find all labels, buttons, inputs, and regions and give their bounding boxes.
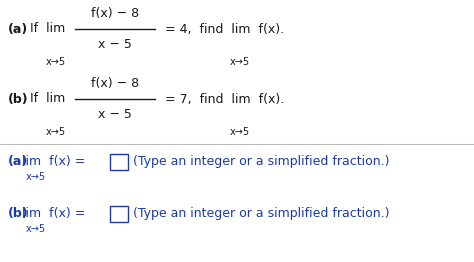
Text: If  lim: If lim: [30, 92, 65, 106]
Text: f(x) − 8: f(x) − 8: [91, 8, 139, 20]
Text: (Type an integer or a simplified fraction.): (Type an integer or a simplified fractio…: [133, 156, 390, 168]
Text: If  lim: If lim: [30, 23, 65, 35]
Text: (a): (a): [8, 23, 28, 35]
Text: = 7,  find  lim  f(x).: = 7, find lim f(x).: [165, 92, 284, 106]
Text: lim  f(x) =: lim f(x) =: [22, 156, 85, 168]
Text: = 4,  find  lim  f(x).: = 4, find lim f(x).: [165, 23, 284, 35]
Text: x − 5: x − 5: [98, 108, 132, 122]
Text: (b): (b): [8, 208, 28, 221]
Text: lim  f(x) =: lim f(x) =: [22, 208, 85, 221]
FancyBboxPatch shape: [110, 206, 128, 222]
FancyBboxPatch shape: [110, 154, 128, 170]
Text: x→5: x→5: [230, 127, 250, 137]
Text: x→5: x→5: [46, 127, 66, 137]
Text: (a): (a): [8, 156, 28, 168]
Text: (Type an integer or a simplified fraction.): (Type an integer or a simplified fractio…: [133, 208, 390, 221]
Text: x→5: x→5: [230, 57, 250, 67]
Text: x→5: x→5: [26, 224, 46, 234]
Text: x→5: x→5: [46, 57, 66, 67]
Text: x→5: x→5: [26, 172, 46, 182]
Text: f(x) − 8: f(x) − 8: [91, 78, 139, 90]
Text: x − 5: x − 5: [98, 39, 132, 52]
Text: (b): (b): [8, 92, 28, 106]
